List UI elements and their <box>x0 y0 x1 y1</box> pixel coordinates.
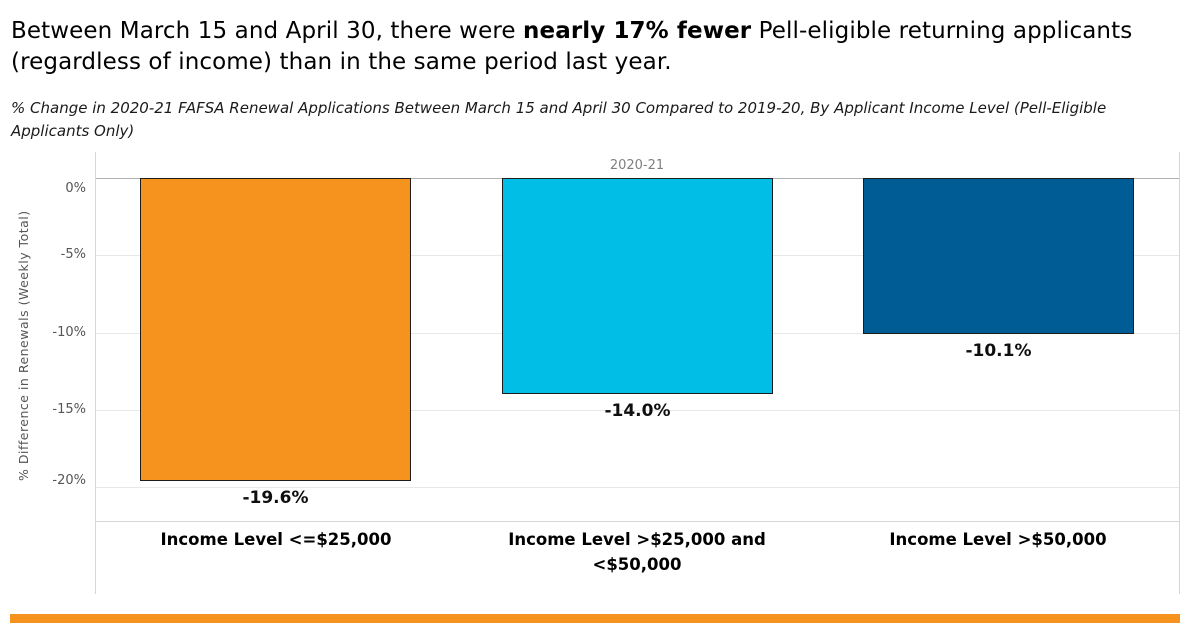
plot-right-border <box>1179 152 1180 594</box>
bar-income-high[interactable] <box>863 178 1134 334</box>
y-tick-label: 0% <box>65 181 86 196</box>
headline-bold: nearly 17% fewer <box>523 18 752 44</box>
bar-value-label: -10.1% <box>965 341 1032 361</box>
bar-value-label: -19.6% <box>242 488 309 508</box>
y-tick-label: -5% <box>60 247 86 262</box>
bar-income-mid[interactable] <box>502 178 773 394</box>
x-axis-label: Income Level <=$25,000 <box>160 530 392 549</box>
footer-accent-bar <box>10 614 1180 623</box>
chart-subtitle: % Change in 2020-21 FAFSA Renewal Applic… <box>11 99 1107 140</box>
x-axis-line <box>95 521 1180 522</box>
headline-part1: Between March 15 and April 30, there wer… <box>11 18 524 44</box>
headline-part2: Pell-eligible returning applicants (rega… <box>11 18 1133 75</box>
y-tick-label: -20% <box>52 473 86 488</box>
column-header: 2020-21 <box>609 158 665 173</box>
y-axis-title: % Difference in Renewals (Weekly Total) <box>16 210 31 482</box>
x-axis-label: Income Level >$25,000 and <$50,000 <box>508 530 766 574</box>
bar-value-label: -14.0% <box>604 401 671 421</box>
gridline <box>95 487 1179 488</box>
x-axis-label: Income Level >$50,000 <box>889 530 1107 549</box>
headline: Between March 15 and April 30, there wer… <box>11 16 1179 78</box>
bar-income-low[interactable] <box>140 178 411 481</box>
plot-left-border <box>95 152 96 594</box>
gridline <box>95 410 1179 411</box>
y-tick-label: -10% <box>52 325 86 340</box>
y-tick-label: -15% <box>52 402 86 417</box>
